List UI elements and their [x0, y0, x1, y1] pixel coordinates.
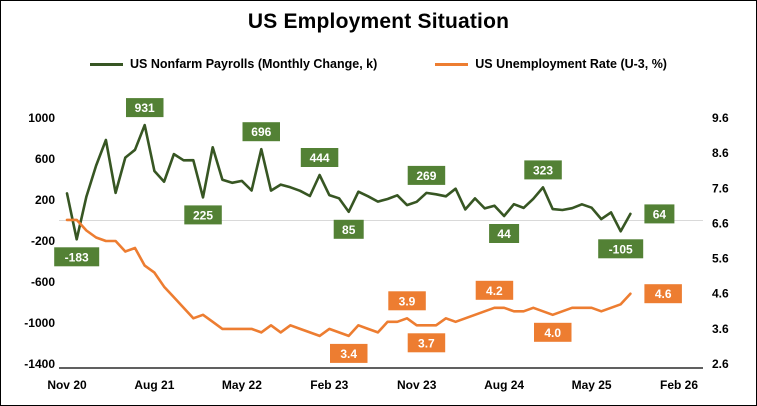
nonfarm-payrolls-data-label-box	[598, 239, 644, 259]
chart-title: US Employment Situation	[247, 10, 510, 33]
x-axis-tick-label: May 25	[572, 378, 612, 392]
left-axis-tick-label: -1400	[24, 357, 55, 371]
nonfarm-payrolls-data-label: -105	[609, 242, 633, 256]
nonfarm-payrolls-data-label-box	[333, 219, 364, 239]
unemployment-rate-data-label-box	[407, 333, 446, 353]
legend-label-unemployment: US Unemployment Rate (U-3, %)	[475, 57, 667, 71]
right-axis-tick-label: 6.6	[712, 216, 729, 230]
nonfarm-payrolls-data-label-box	[644, 204, 675, 224]
nonfarm-payrolls-data-label: 323	[533, 163, 553, 177]
left-axis-tick-label: 600	[35, 152, 55, 166]
left-axis-tick-label: -1000	[24, 316, 55, 330]
chart-legend: US Nonfarm Payrolls (Monthly Change, k) …	[1, 57, 756, 71]
nonfarm-payrolls-data-label: 931	[135, 101, 155, 115]
unemployment-rate-data-label: 4.0	[544, 326, 561, 340]
unemployment-rate-data-label: 3.9	[399, 294, 416, 308]
x-axis-tick-label: May 22	[222, 378, 262, 392]
nonfarm-payrolls-data-label: 269	[416, 169, 436, 183]
payrolls-line-swatch-icon	[90, 62, 124, 66]
unemployment-rate-data-label: 3.7	[418, 336, 435, 350]
nonfarm-payrolls-data-label: 64	[653, 207, 667, 221]
right-axis-tick-label: 2.6	[712, 357, 729, 371]
nonfarm-payrolls-data-label-box	[489, 224, 520, 243]
right-axis-tick-label: 9.6	[712, 111, 729, 125]
x-axis-tick-label: Aug 24	[484, 378, 524, 392]
unemployment-rate-data-label: 4.2	[486, 284, 503, 298]
unemployment-rate-data-label-box	[534, 322, 572, 342]
x-axis-tick-label: Aug 21	[134, 378, 174, 392]
right-axis-tick-label: 5.6	[712, 252, 729, 266]
unemployment-rate-line	[65, 218, 632, 338]
right-axis-tick-label: 7.6	[712, 181, 729, 195]
nonfarm-payrolls-line	[65, 123, 632, 241]
nonfarm-payrolls-data-label-box	[184, 205, 222, 225]
right-axis-tick-label: 3.6	[712, 322, 729, 336]
left-axis-tick-label: -200	[31, 234, 55, 248]
left-axis-tick-label: 200	[35, 193, 55, 207]
unemployment-rate-data-label-box	[330, 343, 368, 363]
nonfarm-payrolls-data-label-box	[54, 247, 100, 267]
x-axis-tick-label: Nov 23	[397, 378, 437, 392]
x-axis-tick-label: Nov 20	[47, 378, 87, 392]
nonfarm-payrolls-data-label: -183	[65, 250, 89, 264]
nonfarm-payrolls-data-label: 44	[497, 227, 511, 241]
unemployment-rate-data-label-box	[475, 280, 514, 300]
legend-label-payrolls: US Nonfarm Payrolls (Monthly Change, k)	[130, 57, 378, 71]
right-axis-tick-label: 8.6	[712, 146, 729, 160]
nonfarm-payrolls-data-label: 696	[251, 125, 271, 139]
x-axis-tick-label: Feb 23	[310, 378, 348, 392]
unemployment-rate-data-label: 4.6	[655, 287, 672, 301]
left-axis-tick-label: -600	[31, 275, 55, 289]
nonfarm-payrolls-data-label: 85	[342, 223, 356, 237]
unemployment-rate-data-label-box	[388, 291, 426, 311]
nonfarm-payrolls-data-label-box	[242, 122, 280, 142]
nonfarm-payrolls-data-label-box	[407, 165, 446, 185]
x-axis-tick-label: Feb 26	[660, 378, 698, 392]
nonfarm-payrolls-data-label: 225	[193, 208, 213, 222]
unemployment-line-swatch-icon	[435, 62, 469, 66]
nonfarm-payrolls-data-label-box	[300, 148, 339, 167]
legend-item-payrolls: US Nonfarm Payrolls (Monthly Change, k)	[90, 57, 377, 71]
nonfarm-payrolls-data-label-box	[524, 160, 562, 180]
nonfarm-payrolls-data-label: 444	[310, 151, 330, 165]
legend-item-unemployment: US Unemployment Rate (U-3, %)	[435, 57, 667, 71]
right-axis-tick-label: 4.6	[712, 287, 729, 301]
left-axis-tick-label: 1000	[28, 111, 55, 125]
nonfarm-payrolls-data-label-box	[126, 98, 164, 118]
unemployment-rate-data-label: 3.4	[340, 347, 357, 361]
unemployment-rate-data-label-box	[644, 284, 682, 304]
